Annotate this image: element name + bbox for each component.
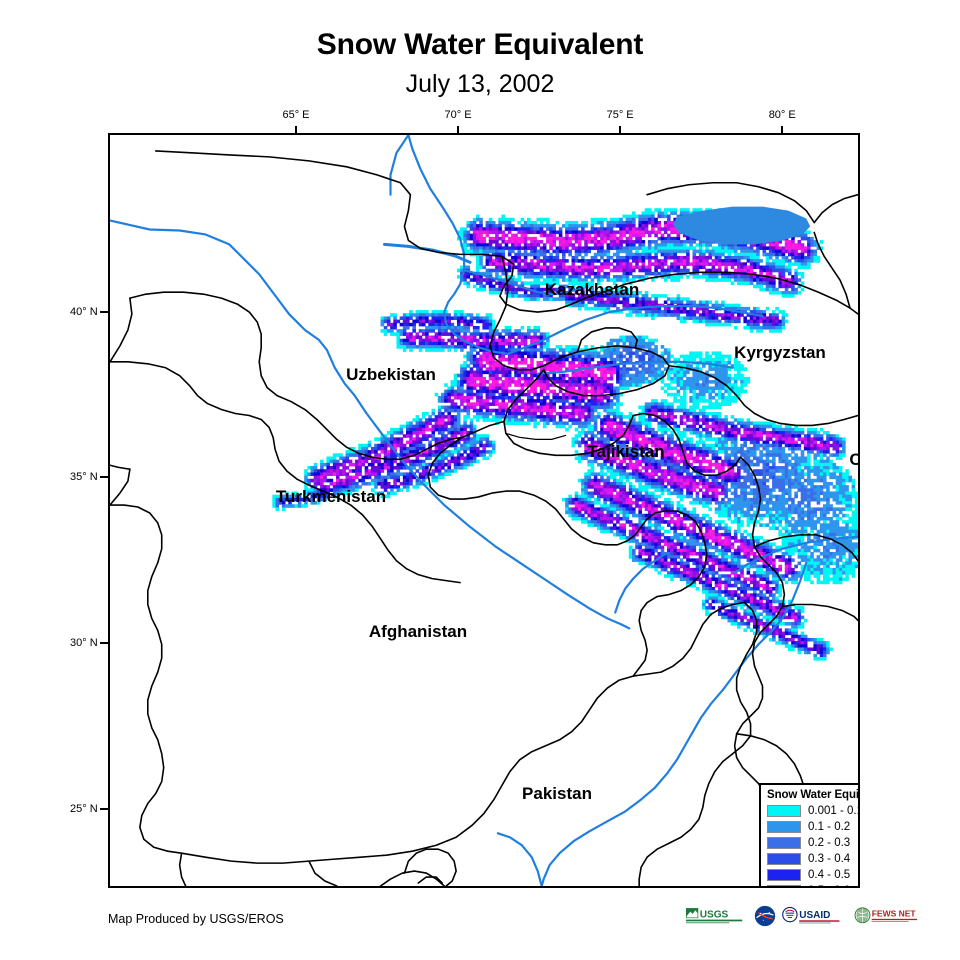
map-canvas[interactable]: Kazakhstan Uzbekistan Kyrgyzstan Tajikistan… <box>108 133 860 888</box>
fewsnet-logo: FEWS NET <box>854 907 918 924</box>
lon-tick-mark-80 <box>781 126 784 133</box>
lon-tick-label-80: 80° E <box>768 109 796 121</box>
legend-row: 0.2 - 0.3 <box>767 835 858 851</box>
hydrology-layer <box>110 135 858 886</box>
nasa-logo <box>754 905 776 927</box>
legend-swatch <box>767 805 801 817</box>
legend-swatch <box>767 837 801 849</box>
legend-label: 0.2 - 0.3 <box>808 837 851 849</box>
lon-tick-label-75: 75° E <box>606 109 634 121</box>
agency-logo-strip: USGS USAID FEWS NET <box>686 903 922 929</box>
map-legend: Snow Water Equivalent (meters) 0.001 - 0… <box>759 783 860 886</box>
map-geometry <box>110 135 858 886</box>
lon-tick-label-70: 70° E <box>444 109 472 121</box>
country-borders-layer <box>110 150 858 886</box>
footer-produced-by: Map Produced by USGS/EROS <box>108 912 284 926</box>
lat-tick-mark-35 <box>100 476 108 479</box>
legend-label: 0.001 - 0.1 <box>808 805 860 817</box>
lat-tick-label-25: 25° N <box>70 802 98 815</box>
legend-row: 0.3 - 0.4 <box>767 851 858 867</box>
legend-label: 0.5 - 0.6 <box>808 885 850 886</box>
lon-tick-mark-70 <box>457 126 460 133</box>
page-title: Snow Water Equivalent <box>316 28 644 61</box>
lat-tick-label-35: 35° N <box>70 471 98 484</box>
legend-class-list: 0.001 - 0.1 0.1 - 0.2 0.2 - 0.3 0.3 - 0.4 0.… <box>767 803 860 886</box>
legend-swatch <box>767 869 801 881</box>
page-subtitle-date: July 13, 2002 <box>405 70 555 98</box>
legend-swatch <box>767 821 801 833</box>
lat-tick-mark-30 <box>100 641 108 644</box>
legend-swatch <box>767 853 801 865</box>
usgs-logo: USGS <box>686 908 743 924</box>
legend-swatch <box>767 885 801 886</box>
legend-label: 0.4 - 0.5 <box>808 869 851 881</box>
lat-tick-label-40: 40° N <box>70 305 98 318</box>
usaid-logo: USAID <box>782 906 840 924</box>
lon-tick-mark-75 <box>619 126 622 133</box>
lat-tick-label-30: 30° N <box>70 636 98 649</box>
lat-tick-mark-40 <box>100 310 108 313</box>
legend-row: 0.001 - 0.1 <box>767 803 860 819</box>
legend-row: 0.1 - 0.2 <box>767 819 858 835</box>
legend-label: 0.3 - 0.4 <box>808 853 851 865</box>
legend-title: Snow Water Equivalent (meters) <box>767 789 859 801</box>
legend-row: 0.4 - 0.5 <box>767 867 858 883</box>
legend-row: 0.5 - 0.6 <box>767 883 858 886</box>
lat-tick-mark-25 <box>100 807 108 810</box>
lon-tick-label-65: 65° E <box>282 109 310 121</box>
lon-tick-mark-65 <box>295 126 297 133</box>
legend-label: 0.1 - 0.2 <box>808 821 851 833</box>
